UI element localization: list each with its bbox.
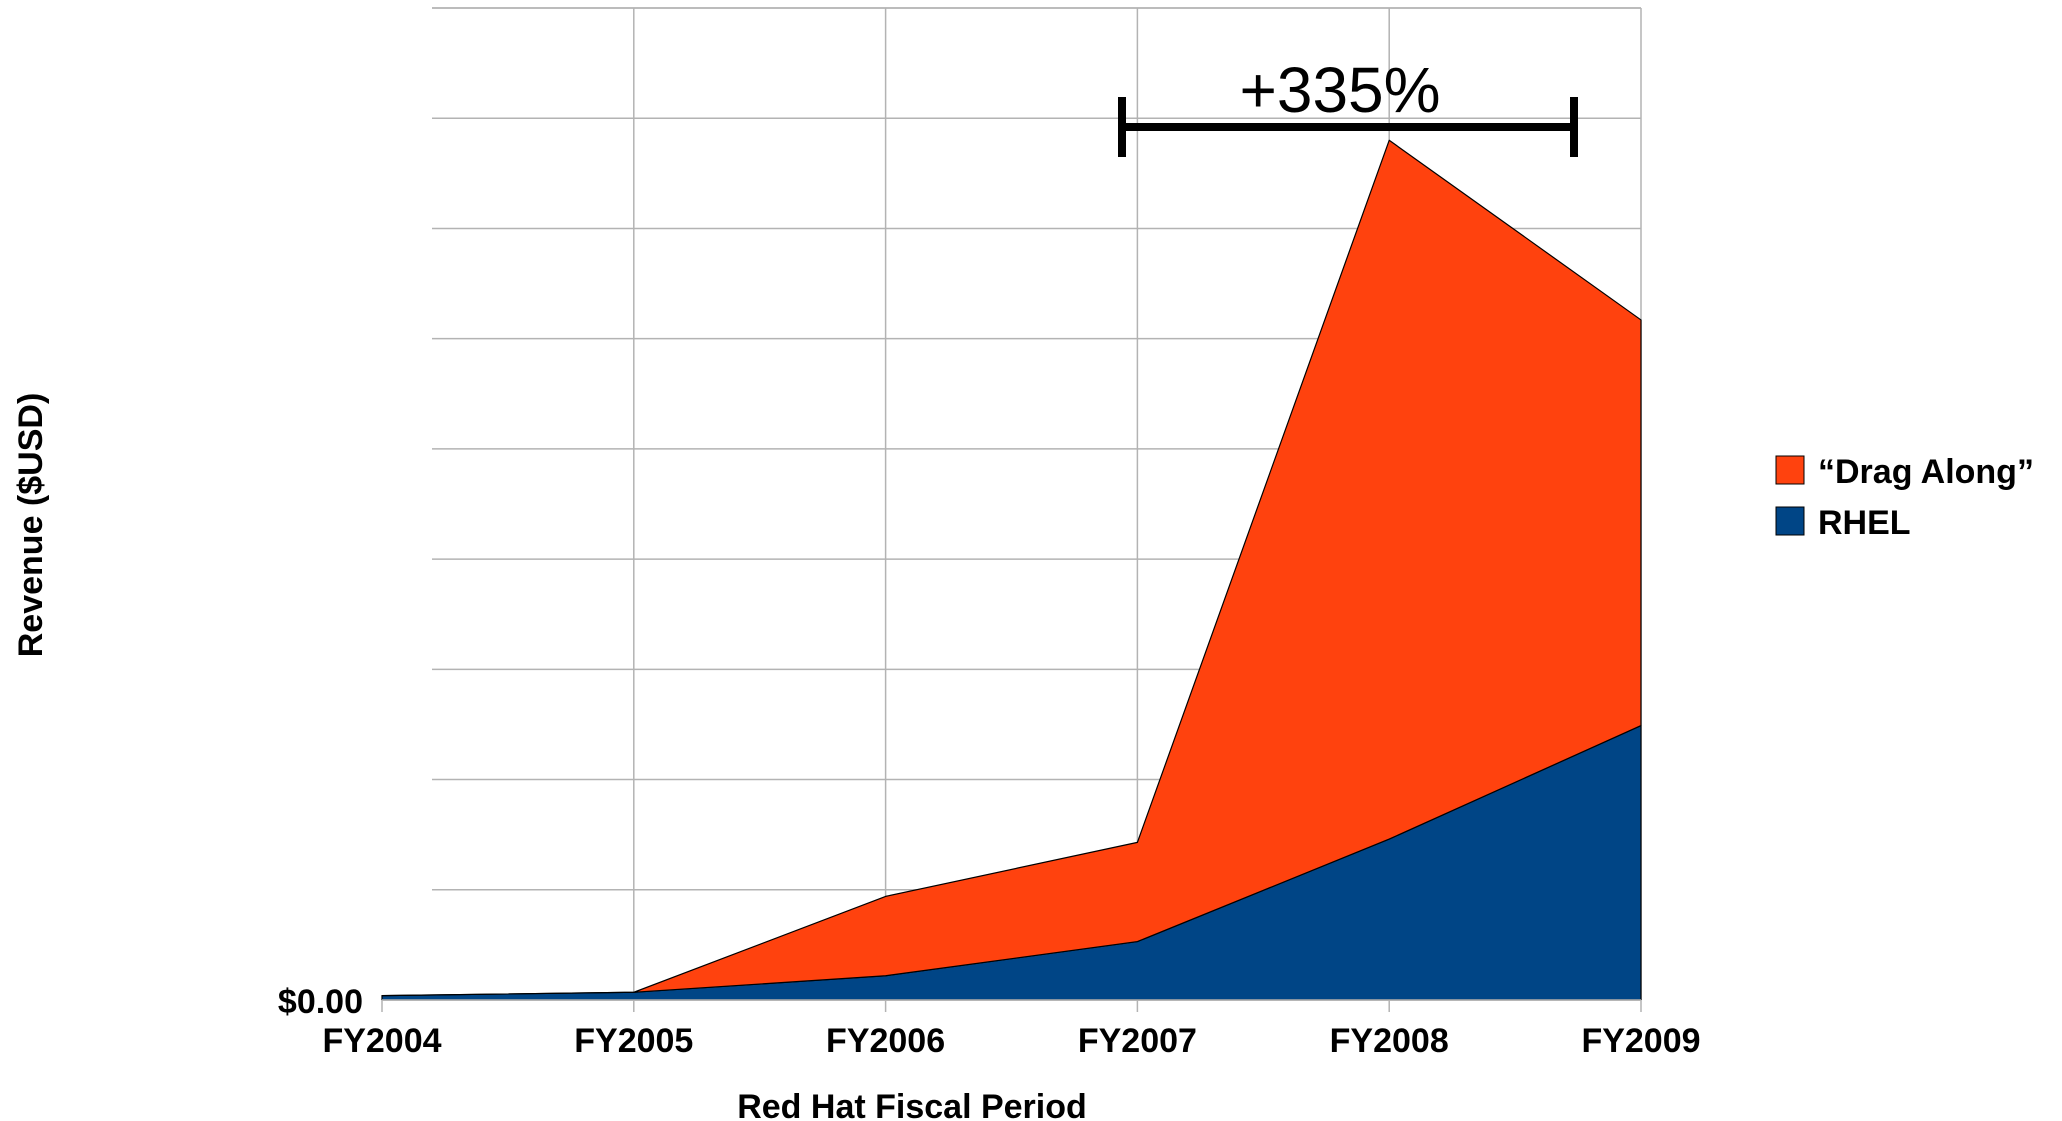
legend-label-drag-along: “Drag Along” xyxy=(1818,453,2034,491)
annotation-label: +335% xyxy=(1239,54,1440,126)
legend-swatch-rhel xyxy=(1775,506,1805,536)
x-tick-label-fy2006: FY2006 xyxy=(826,1022,945,1060)
legend: “Drag Along” RHEL xyxy=(1775,453,2034,542)
x-tick-labels: FY2004 FY2005 FY2006 FY2007 FY2008 FY2009 xyxy=(322,1022,1700,1060)
x-tick-label-fy2009: FY2009 xyxy=(1581,1022,1700,1060)
growth-annotation: +335% xyxy=(1118,54,1578,157)
x-tick-label-fy2008: FY2008 xyxy=(1330,1022,1449,1060)
y-axis-title: Revenue ($USD) xyxy=(12,393,50,658)
x-tick-label-fy2007: FY2007 xyxy=(1078,1022,1197,1060)
legend-swatch-drag-along xyxy=(1775,455,1805,485)
area-series-drag-along xyxy=(381,139,1642,997)
y-tick-label-zero: $0.00 xyxy=(278,983,363,1021)
legend-label-rhel: RHEL xyxy=(1818,504,1911,542)
x-tick-label-fy2005: FY2005 xyxy=(574,1022,693,1060)
stacked-areas xyxy=(381,139,1642,1001)
x-tick-label-fy2004: FY2004 xyxy=(322,1022,441,1060)
axes xyxy=(381,999,1642,1012)
x-axis-title: Red Hat Fiscal Period xyxy=(737,1088,1087,1121)
